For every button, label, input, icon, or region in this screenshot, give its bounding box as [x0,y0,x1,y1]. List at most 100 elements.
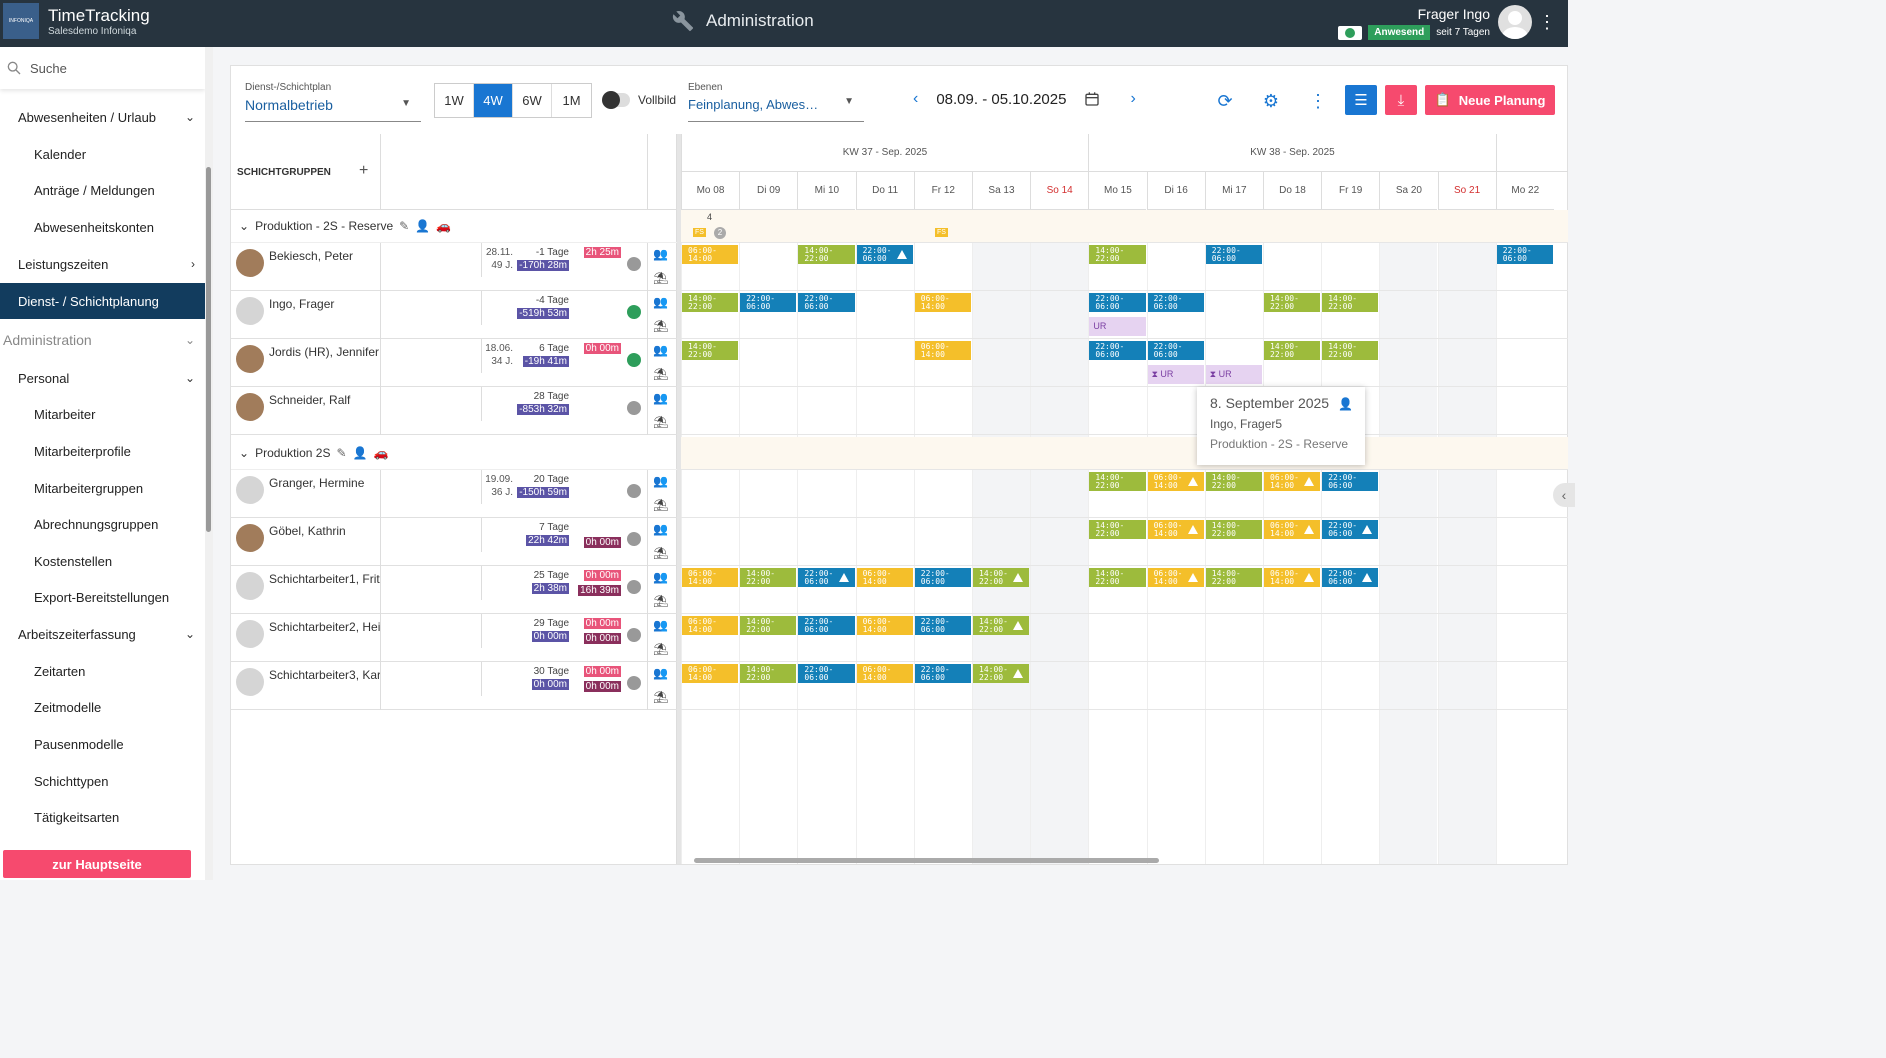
edit-icon[interactable]: ✎ [336,446,347,460]
beach-icon[interactable]: ⛱ [653,415,669,429]
night-shift[interactable]: 22:00- 06:00 [914,568,971,587]
sidebar-item-employees[interactable]: Mitarbeiter [0,396,205,432]
day-header[interactable]: Sa 20 [1379,172,1438,210]
car-icon[interactable]: 🚗 [436,219,452,233]
day-header[interactable]: Mi 10 [797,172,856,210]
employee-row[interactable]: Ingo, Frager -4 Tage -519h 53m 👥 ⛱ [231,291,677,339]
sidebar-item-calendar[interactable]: Kalender [0,136,205,172]
day-header[interactable]: Fr 19 [1321,172,1380,210]
group-row[interactable]: ⌄ Produktion 2S ✎ 👤 🚗 [231,437,677,470]
assign-person-icon[interactable]: 👥 [653,474,668,488]
employee-row[interactable]: Schichtarbeiter2, Heidi 29 Tage 0h 00m 0h 0… [231,614,677,662]
employee-name[interactable]: Bekiesch, Peter [269,249,354,263]
sidebar-item-absence-accounts[interactable]: Abwesenheitskonten [0,209,205,245]
sidebar-item-time-types[interactable]: Zeitarten [0,653,205,689]
beach-icon[interactable]: ⛱ [653,546,669,560]
collapse-panel-icon[interactable]: ‹ [1553,483,1575,507]
chevron-down-icon[interactable]: ⌄ [239,446,250,460]
assign-person-icon[interactable]: 👥 [653,618,668,632]
night-shift[interactable]: 22:00- 06:00 [1147,293,1204,312]
employee-row[interactable]: Granger, Hermine 19.09. 36 J. 20 Tage -150h … [231,470,677,518]
employee-row[interactable]: Jordis (HR), Jennifer 18.06. 34 J. 6 Tage -1… [231,339,677,387]
late-shift[interactable]: 14:00- 22:00 [682,341,739,360]
toggle-switch[interactable] [602,91,630,109]
add-group-icon[interactable]: + [359,162,369,179]
pane-divider[interactable] [677,134,681,864]
employee-name[interactable]: Schichtarbeiter2, Heidi [269,620,381,634]
new-plan-button[interactable]: 📋 Neue Planung [1425,85,1555,115]
scrollbar-thumb[interactable] [206,167,211,532]
late-shift[interactable]: 14:00- 22:00 [1089,520,1146,539]
download-button[interactable]: ⤓ [1385,85,1417,115]
day-header[interactable]: Do 11 [855,172,914,210]
early-shift[interactable]: 06:00- 14:00 [856,664,913,683]
assign-person-icon[interactable]: 👥 [653,522,668,536]
chevron-left-icon[interactable]: ‹ [913,90,919,107]
early-shift[interactable]: 06:00- 14:00 [1147,520,1204,539]
late-shift[interactable]: 14:00- 22:00 [1205,568,1262,587]
gear-icon[interactable]: ⚙ [1262,90,1280,111]
night-shift[interactable]: 22:00- 06:00 [1322,568,1379,587]
early-shift[interactable]: 06:00- 14:00 [914,293,971,312]
late-shift[interactable]: 14:00- 22:00 [1322,341,1379,360]
employee-name[interactable]: Jordis (HR), Jennifer [269,345,380,359]
range-4w[interactable]: 4W [474,84,513,117]
assign-person-icon[interactable]: 👥 [653,343,668,357]
night-shift[interactable]: 22:00- 06:00 [1322,472,1379,491]
early-shift[interactable]: 06:00- 14:00 [914,341,971,360]
group-row[interactable]: ⌄ Produktion - 2S - Reserve ✎ 👤 🚗 [231,210,677,243]
night-shift[interactable]: 22:00- 06:00 [1205,245,1262,264]
employee-row[interactable]: Bekiesch, Peter 28.11. 49 J. -1 Tage -170h 2… [231,243,677,291]
sidebar-item-time-models[interactable]: Zeitmodelle [0,689,205,725]
employee-row[interactable]: Schichtarbeiter3, Karl 30 Tage 0h 00m 0h 00… [231,662,677,710]
vacation-block[interactable]: ⧗ UR [1205,365,1262,384]
late-shift[interactable]: 14:00- 22:00 [973,664,1030,683]
night-shift[interactable]: 22:00- 06:00 [798,664,855,683]
assign-person-icon[interactable]: 👥 [653,247,668,261]
range-6w[interactable]: 6W [513,84,552,117]
employee-name[interactable]: Granger, Hermine [269,476,365,490]
calendar-icon[interactable] [1084,91,1100,107]
add-person-icon[interactable]: 👤 [415,219,431,233]
early-shift[interactable]: 06:00- 14:00 [1264,472,1321,491]
day-header[interactable]: Mo 15 [1088,172,1147,210]
day-header[interactable]: Di 09 [739,172,798,210]
night-shift[interactable]: 22:00- 06:00 [740,293,797,312]
beach-icon[interactable]: ⛱ [653,319,669,333]
chevron-right-icon[interactable]: › [1130,90,1136,107]
day-header[interactable]: Di 16 [1146,172,1205,210]
day-header[interactable]: So 14 [1030,172,1089,210]
early-shift[interactable]: 06:00- 14:00 [856,568,913,587]
employee-name[interactable]: Schichtarbeiter1, Fritz [269,572,381,586]
chevron-down-icon[interactable]: ⌄ [239,219,250,233]
early-shift[interactable]: 06:00- 14:00 [682,245,739,264]
night-shift[interactable]: 22:00- 06:00 [914,664,971,683]
early-shift[interactable]: 06:00- 14:00 [1264,568,1321,587]
beach-icon[interactable]: ⛱ [653,498,669,512]
refresh-icon[interactable]: ⟳ [1217,90,1233,111]
sidebar-item-requests[interactable]: Anträge / Meldungen [0,172,205,208]
employee-row[interactable]: Schneider, Ralf 28 Tage -853h 32m 👥 ⛱ [231,387,677,435]
late-shift[interactable]: 14:00- 22:00 [740,568,797,587]
sidebar-scrollbar[interactable] [205,47,213,880]
night-shift[interactable]: 22:00- 06:00 [856,245,913,264]
day-header[interactable]: Mi 17 [1204,172,1263,210]
search-box[interactable]: Suche [0,47,205,89]
plan-select[interactable]: Dienst-/Schichtplan Normalbetrieb ▼ [245,82,421,122]
night-shift[interactable]: 22:00- 06:00 [798,568,855,587]
early-shift[interactable]: 06:00- 14:00 [682,664,739,683]
sidebar-item-performance-times[interactable]: Leistungszeiten › [0,246,205,282]
levels-select[interactable]: Ebenen Feinplanung, Abwes… ▼ [688,82,864,122]
sidebar-item-employee-profiles[interactable]: Mitarbeiterprofile [0,433,205,469]
employee-name[interactable]: Göbel, Kathrin [269,524,346,538]
day-header[interactable]: Fr 12 [913,172,972,210]
late-shift[interactable]: 14:00- 22:00 [1264,293,1321,312]
company-logo[interactable]: INFONIQA [3,3,39,39]
sidebar-item-time-recording[interactable]: Arbeitszeiterfassung ⌄ [0,616,205,652]
assign-person-icon[interactable]: 👥 [653,570,668,584]
range-1m[interactable]: 1M [552,84,591,117]
sidebar-item-billing-groups[interactable]: Abrechnungsgruppen [0,506,205,542]
employee-name[interactable]: Schneider, Ralf [269,393,351,407]
beach-icon[interactable]: ⛱ [653,690,669,704]
sidebar-item-activity-types[interactable]: Tätigkeitsarten [0,799,205,835]
